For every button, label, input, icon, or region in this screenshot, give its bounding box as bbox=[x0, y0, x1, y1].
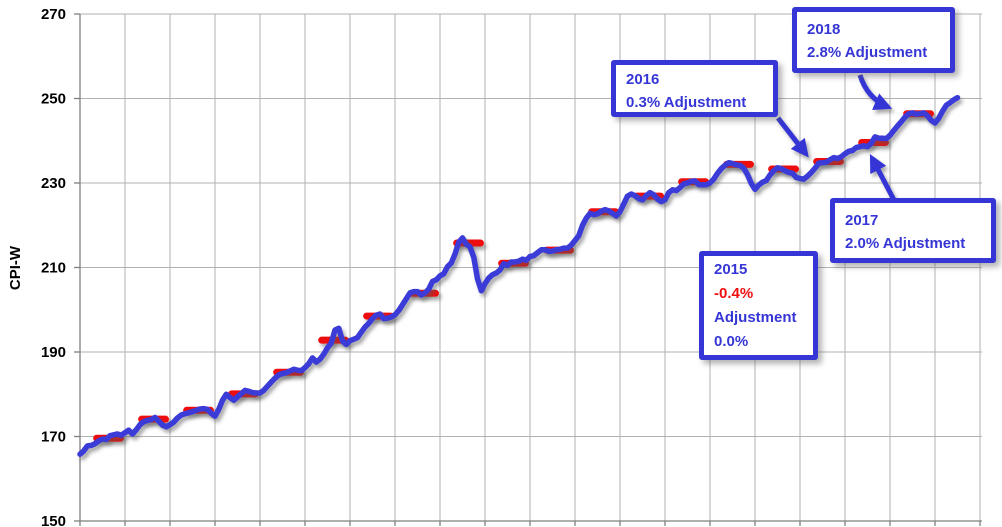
callout-2018-text: 2.8% Adjustment bbox=[807, 44, 928, 61]
axes-and-ticks: 150 170 190 210 230 250 270 bbox=[41, 6, 982, 527]
svg-text:170: 170 bbox=[41, 429, 66, 446]
callout-2018: 2018 2.8% Adjustment bbox=[792, 7, 955, 73]
callout-2015-cpi-change: -0.4% bbox=[714, 285, 754, 302]
callout-2015-adjustment-value: 0.0% bbox=[714, 333, 749, 350]
svg-text:270: 270 bbox=[41, 6, 66, 23]
callout-2015-adjustment-label: Adjustment bbox=[714, 309, 797, 326]
callout-2017-year: 2017 bbox=[845, 212, 879, 229]
data-series bbox=[77, 94, 961, 457]
svg-text:210: 210 bbox=[41, 260, 66, 277]
callout-arrows bbox=[759, 74, 897, 250]
callout-2016: 2016 0.3% Adjustment bbox=[611, 60, 778, 117]
callout-2015-year: 2015 bbox=[714, 261, 748, 278]
callout-2018-year: 2018 bbox=[807, 21, 841, 38]
y-axis-title: CPI-W bbox=[7, 245, 24, 290]
callout-2017-text: 2.0% Adjustment bbox=[845, 235, 966, 252]
svg-text:150: 150 bbox=[41, 513, 66, 527]
gridlines bbox=[79, 13, 982, 522]
callout-2016-text: 0.3% Adjustment bbox=[626, 94, 747, 111]
svg-text:190: 190 bbox=[41, 344, 66, 361]
callout-2015: 2015 -0.4% Adjustment 0.0% bbox=[699, 251, 818, 360]
callout-2017: 2017 2.0% Adjustment bbox=[830, 198, 996, 263]
svg-text:230: 230 bbox=[41, 175, 66, 192]
callout-2016-year: 2016 bbox=[626, 71, 660, 88]
svg-text:250: 250 bbox=[41, 91, 66, 108]
